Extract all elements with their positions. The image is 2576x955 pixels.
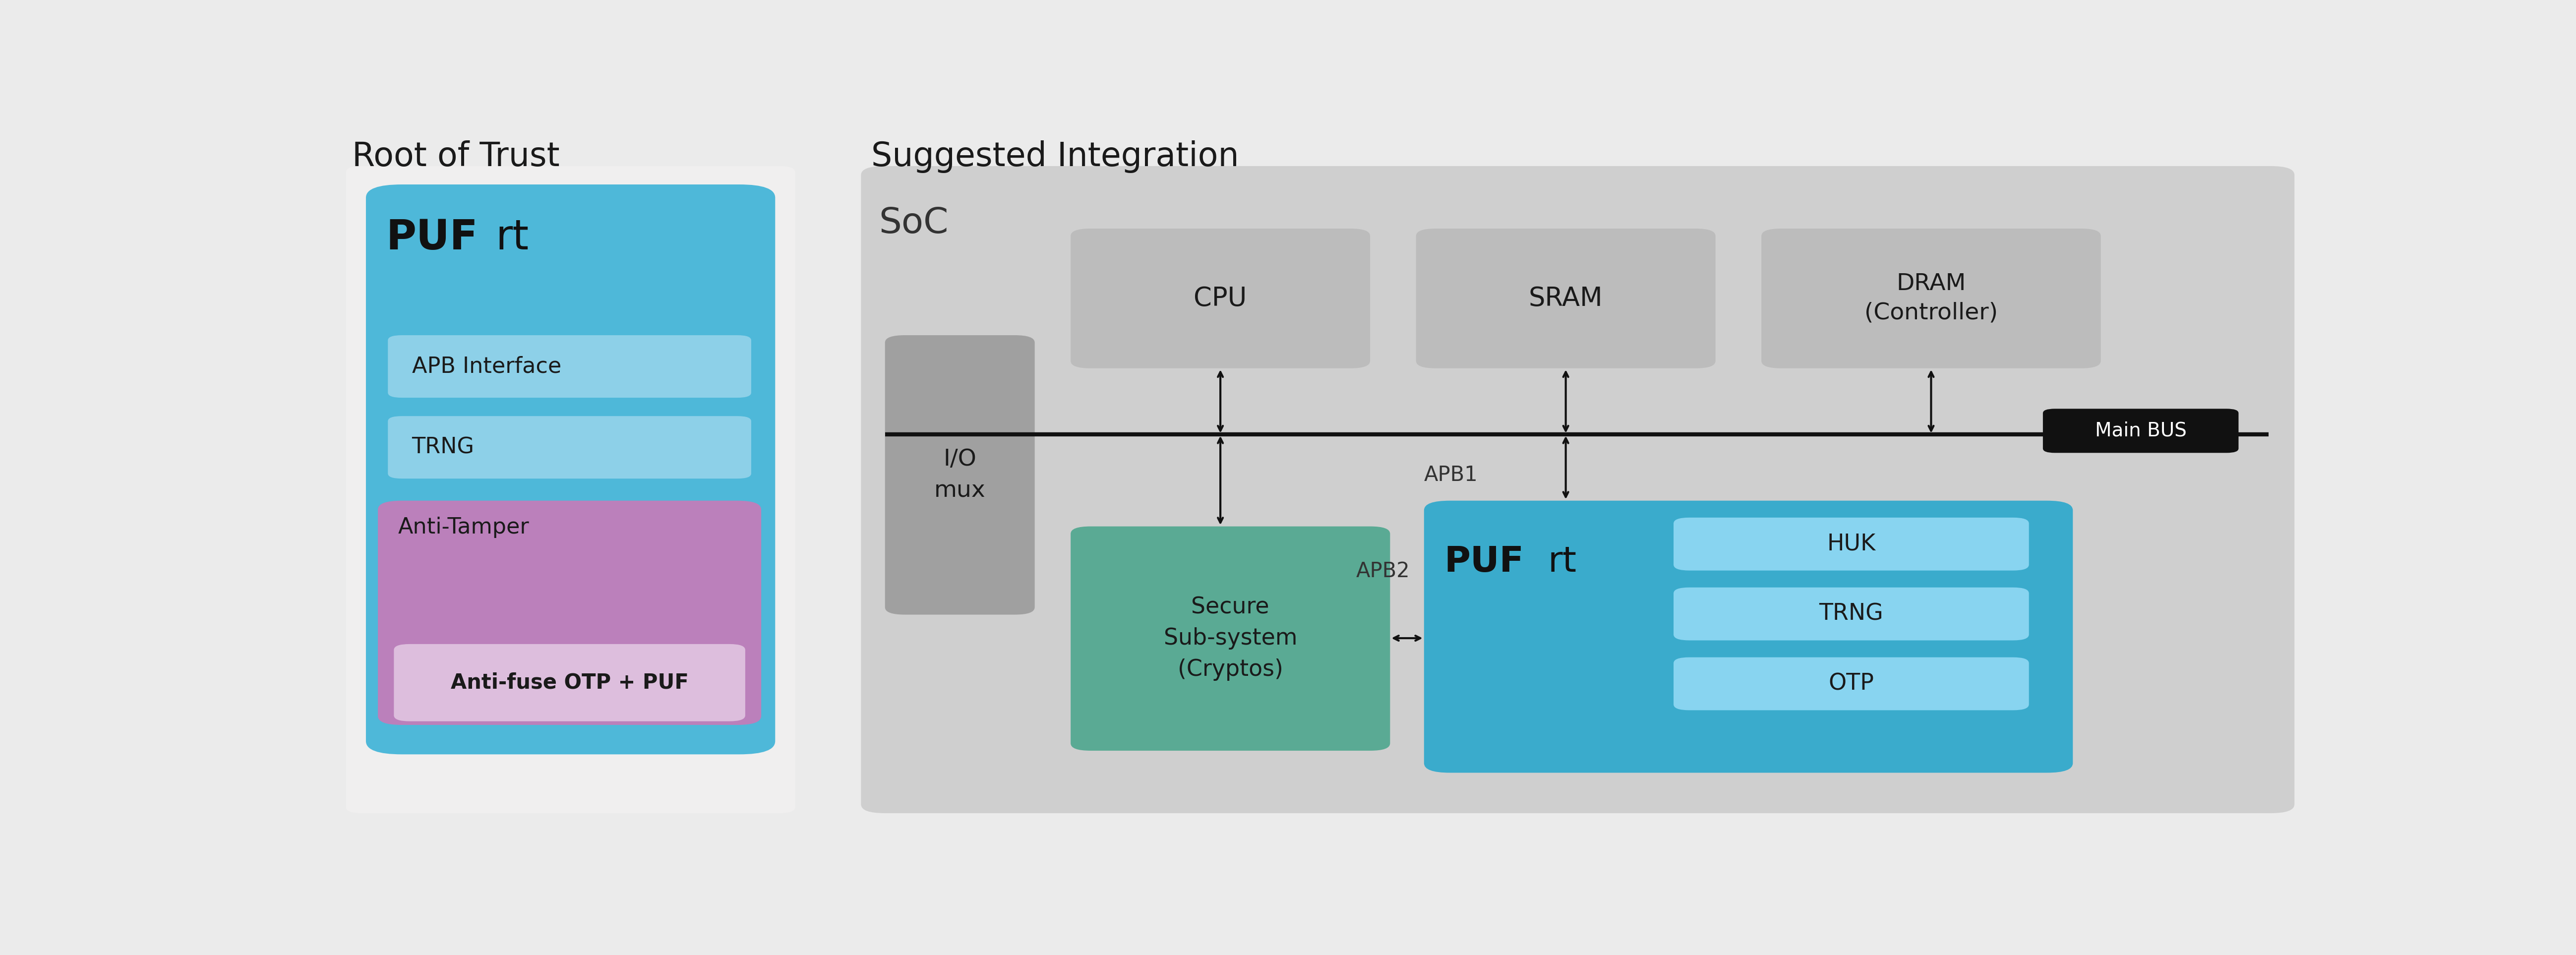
FancyBboxPatch shape [345, 166, 796, 814]
FancyBboxPatch shape [1762, 228, 2102, 369]
Text: TRNG: TRNG [1819, 603, 1883, 626]
FancyBboxPatch shape [1674, 518, 2030, 570]
Text: rt: rt [495, 218, 528, 258]
FancyBboxPatch shape [394, 644, 744, 721]
Text: PUF: PUF [1445, 544, 1525, 579]
FancyBboxPatch shape [1674, 587, 2030, 641]
Text: I/O
mux: I/O mux [935, 448, 987, 501]
Text: OTP: OTP [1829, 672, 1875, 695]
Text: HUK: HUK [1826, 533, 1875, 555]
Text: SRAM: SRAM [1528, 286, 1602, 311]
Text: APB2: APB2 [1355, 561, 1409, 582]
FancyBboxPatch shape [389, 416, 752, 478]
FancyBboxPatch shape [389, 335, 752, 397]
Text: TRNG: TRNG [412, 436, 474, 458]
Text: DRAM
(Controller): DRAM (Controller) [1865, 273, 1999, 324]
FancyBboxPatch shape [1674, 657, 2030, 711]
FancyBboxPatch shape [1425, 500, 2074, 773]
Text: Root of Trust: Root of Trust [353, 140, 559, 173]
FancyBboxPatch shape [379, 500, 762, 725]
Text: Anti-fuse OTP + PUF: Anti-fuse OTP + PUF [451, 672, 688, 693]
FancyBboxPatch shape [860, 166, 2295, 814]
FancyBboxPatch shape [2043, 409, 2239, 453]
Text: APB1: APB1 [1425, 464, 1479, 485]
Text: rt: rt [1548, 544, 1577, 579]
Text: Suggested Integration: Suggested Integration [871, 140, 1239, 173]
Text: SoC: SoC [878, 206, 948, 241]
Text: PUF: PUF [386, 218, 479, 258]
FancyBboxPatch shape [1417, 228, 1716, 369]
Text: CPU: CPU [1193, 286, 1247, 311]
FancyBboxPatch shape [1072, 228, 1370, 369]
Text: Secure
Sub-system
(Cryptos): Secure Sub-system (Cryptos) [1164, 596, 1298, 681]
Text: Anti-Tamper: Anti-Tamper [397, 517, 528, 539]
Text: Main BUS: Main BUS [2094, 421, 2187, 440]
FancyBboxPatch shape [366, 184, 775, 754]
Text: APB Interface: APB Interface [412, 356, 562, 377]
FancyBboxPatch shape [1072, 526, 1391, 751]
FancyBboxPatch shape [886, 335, 1036, 615]
